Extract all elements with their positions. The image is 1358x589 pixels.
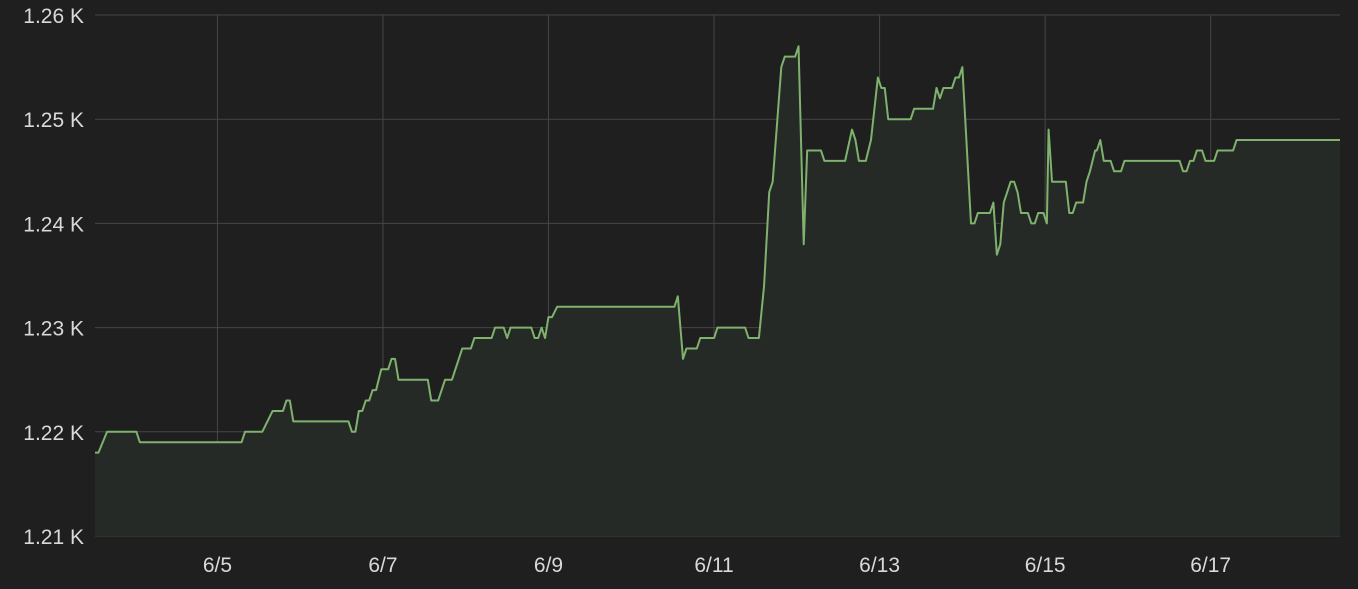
x-tick-label: 6/13	[859, 554, 900, 577]
y-tick-label: 1.26 K	[23, 5, 84, 28]
series-layer	[95, 45, 1340, 536]
x-tick-label: 6/7	[368, 554, 397, 577]
x-tick-label: 6/15	[1025, 554, 1066, 577]
y-tick-label: 1.22 K	[23, 422, 84, 445]
y-tick-label: 1.21 K	[23, 526, 84, 549]
x-tick-label: 6/17	[1190, 554, 1231, 577]
y-axis-labels: 1.21 K 1.22 K 1.23 K 1.24 K 1.25 K 1.26 K	[23, 5, 84, 549]
y-tick-label: 1.23 K	[23, 318, 84, 341]
series-area-fill	[95, 46, 1340, 536]
y-tick-label: 1.24 K	[23, 213, 84, 236]
x-tick-label: 6/11	[694, 554, 733, 577]
x-axis-labels: 6/5 6/7 6/9 6/11 6/13 6/15 6/17	[203, 554, 1231, 577]
x-tick-label: 6/5	[203, 554, 232, 577]
series-line	[95, 45, 1340, 454]
x-tick-label: 6/9	[534, 554, 563, 577]
y-tick-label: 1.25 K	[23, 109, 84, 132]
